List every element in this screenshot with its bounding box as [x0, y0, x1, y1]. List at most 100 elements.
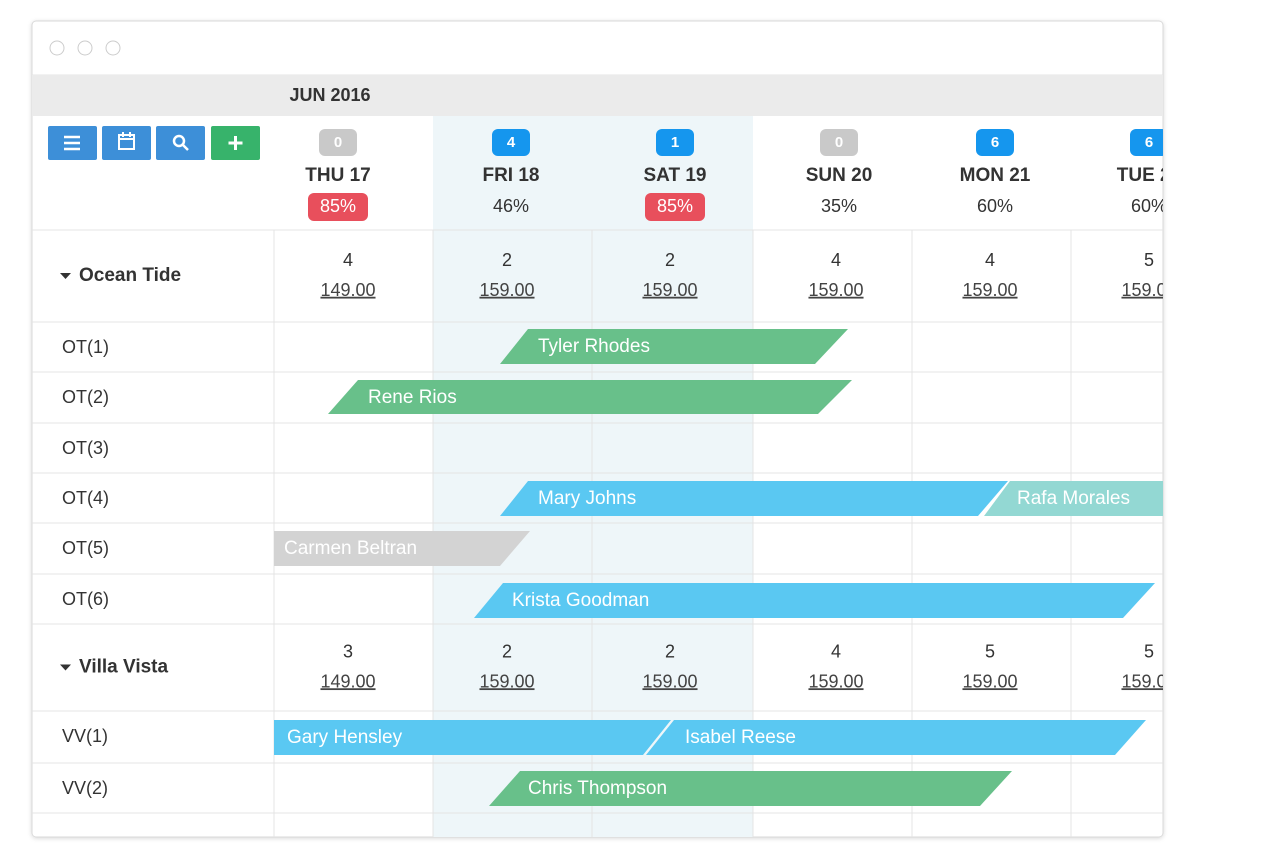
room-name: VV(2) — [62, 778, 108, 798]
schedule: 0 THU 17 85% 4 FRI 18 46% 1 SAT 19 85% 0 SUN 20 35%… — [60, 129, 1181, 806]
count-badge — [319, 129, 357, 156]
price[interactable]: 159.00 — [1121, 671, 1176, 691]
booking-bar — [500, 481, 1008, 516]
day-label: TUE 22 — [1117, 165, 1181, 186]
guest-name: Carmen Beltran — [284, 538, 417, 559]
count-badge — [656, 129, 694, 156]
booking[interactable]: Carmen Beltran — [274, 531, 530, 566]
available-count: 4 — [343, 250, 353, 270]
booking-bar — [984, 481, 1163, 516]
count-badge-text: 6 — [1145, 134, 1153, 151]
calendar-button[interactable] — [102, 126, 151, 160]
occupancy: 85% — [657, 196, 693, 216]
guest-name: Isabel Reese — [685, 727, 796, 748]
collapse-caret[interactable] — [60, 664, 71, 671]
count-badge-text: 6 — [991, 134, 999, 151]
count-badge-text: 1 — [671, 134, 679, 151]
price[interactable]: 149.00 — [320, 671, 375, 691]
occupancy: 35% — [821, 196, 857, 216]
count-badge — [820, 129, 858, 156]
menu-button[interactable] — [48, 126, 97, 160]
group-name: Villa Vista — [79, 657, 169, 678]
count-badge-text: 4 — [507, 134, 516, 151]
window-dot — [77, 40, 93, 56]
add-button[interactable] — [211, 126, 260, 160]
count-badge-text: 0 — [334, 134, 342, 151]
price[interactable]: 159.00 — [962, 280, 1017, 300]
price[interactable]: 159.00 — [808, 280, 863, 300]
available-count: 5 — [985, 641, 995, 661]
guest-name: Chris Thompson — [528, 778, 667, 799]
room-name: OT(6) — [62, 589, 109, 609]
price[interactable]: 159.00 — [642, 280, 697, 300]
room-name: VV(1) — [62, 726, 108, 746]
room-name: OT(1) — [62, 337, 109, 357]
booking-bar — [500, 329, 848, 364]
guest-name: Gary Hensley — [287, 727, 403, 748]
room-name: OT(3) — [62, 438, 109, 458]
day-label: FRI 18 — [482, 165, 539, 186]
available-count: 4 — [831, 641, 841, 661]
booking-bar — [274, 720, 671, 755]
toolbar — [48, 126, 260, 160]
booking[interactable]: Mary Johns — [500, 481, 1008, 516]
price[interactable]: 159.00 — [479, 671, 534, 691]
booking[interactable]: Isabel Reese — [646, 720, 1146, 755]
available-count: 4 — [831, 250, 841, 270]
day-label: THU 17 — [305, 165, 370, 186]
price[interactable]: 159.00 — [479, 280, 534, 300]
guest-name: Rene Rios — [368, 387, 457, 408]
booking-bar — [646, 720, 1146, 755]
booking-bar — [474, 583, 1155, 618]
window-content: JUN 2016 0 THU 17 85% 4 FRI 18 46% 1 SAT 19 85% 0… — [32, 40, 1181, 837]
month-label: JUN 2016 — [289, 85, 370, 105]
day-label: MON 21 — [960, 165, 1031, 186]
guest-name: Tyler Rhodes — [538, 336, 650, 357]
occupancy: 46% — [493, 196, 529, 216]
price[interactable]: 159.00 — [962, 671, 1017, 691]
occupancy-badge — [308, 193, 368, 221]
available-count: 3 — [343, 641, 353, 661]
booking[interactable]: Gary Hensley — [274, 720, 671, 755]
room-name: OT(5) — [62, 538, 109, 558]
price[interactable]: 149.00 — [320, 280, 375, 300]
day-label: SAT 19 — [643, 165, 706, 186]
occupancy: 60% — [977, 196, 1013, 216]
month-bar — [32, 75, 1163, 116]
guest-name: Krista Goodman — [512, 590, 649, 611]
price[interactable]: 159.00 — [808, 671, 863, 691]
weekend-highlight — [433, 116, 753, 837]
available-count: 5 — [1144, 641, 1154, 661]
booking[interactable]: Tyler Rhodes — [500, 329, 848, 364]
available-count: 5 — [1144, 250, 1154, 270]
booking-bar — [489, 771, 1012, 806]
room-name: OT(4) — [62, 488, 109, 508]
booking-bar — [274, 531, 530, 566]
occupancy: 85% — [320, 196, 356, 216]
count-badge-text: 0 — [835, 134, 843, 151]
available-count: 2 — [502, 250, 512, 270]
guest-name: Rafa Morales — [1017, 488, 1130, 509]
price[interactable]: 159.00 — [1121, 280, 1176, 300]
booking[interactable]: Rene Rios — [328, 380, 852, 414]
group-name: Ocean Tide — [79, 265, 181, 286]
grid — [32, 229, 1163, 837]
available-count: 2 — [665, 641, 675, 661]
count-badge — [976, 129, 1014, 156]
count-badge — [492, 129, 530, 156]
price[interactable]: 159.00 — [642, 671, 697, 691]
collapse-caret[interactable] — [60, 273, 71, 279]
available-count: 2 — [502, 641, 512, 661]
occupancy-badge — [645, 193, 705, 221]
search-button[interactable] — [156, 126, 205, 160]
guest-name: Mary Johns — [538, 488, 636, 509]
available-count: 4 — [985, 250, 995, 270]
booking[interactable]: Chris Thompson — [489, 771, 1012, 806]
booking[interactable]: Krista Goodman — [474, 583, 1155, 618]
count-badge — [1130, 129, 1163, 156]
booking[interactable]: Rafa Morales — [984, 481, 1163, 516]
window-dot — [105, 40, 121, 56]
occupancy: 60% — [1131, 196, 1167, 216]
booking-bar — [328, 380, 852, 414]
